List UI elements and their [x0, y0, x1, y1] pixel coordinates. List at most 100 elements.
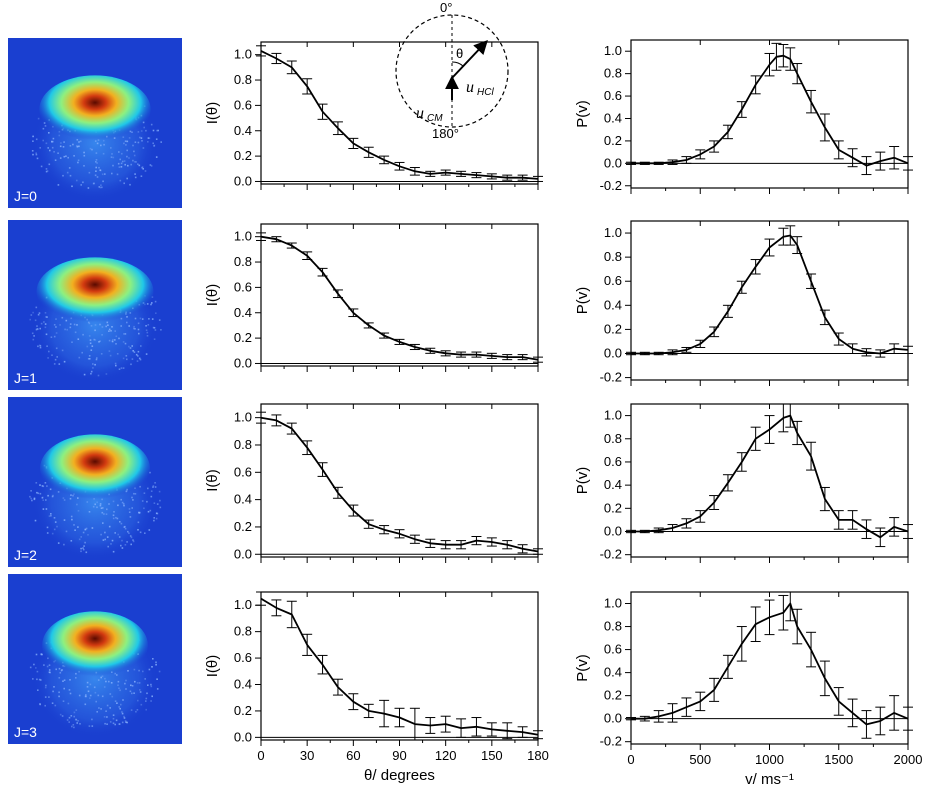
image-speckle [63, 679, 66, 681]
image-speckle [124, 333, 127, 335]
image-speckle [153, 144, 156, 147]
x-tick-label: 60 [346, 748, 360, 763]
image-speckle [103, 686, 106, 688]
image-speckle [91, 725, 94, 727]
image-speckle [94, 363, 96, 366]
image-speckle [118, 706, 120, 708]
image-speckle [53, 686, 55, 688]
image-speckle [123, 526, 126, 528]
image-speckle [137, 529, 139, 531]
image-speckle [70, 715, 73, 717]
y-tick-label: 0.6 [234, 464, 252, 479]
image-speckle [133, 351, 136, 353]
image-speckle [152, 326, 155, 329]
image-speckle [45, 499, 47, 501]
image-speckle [46, 316, 48, 318]
data-series-line [631, 234, 909, 355]
image-speckle [118, 687, 120, 690]
image-speckle [78, 141, 80, 144]
image-speckle [68, 689, 71, 691]
image-speckle [40, 322, 43, 325]
image-speckle [58, 134, 61, 137]
y-tick-label: 0.8 [604, 249, 622, 264]
image-speckle [93, 686, 96, 689]
image-speckle [59, 157, 62, 159]
image-speckle [119, 707, 121, 710]
image-speckle [121, 712, 124, 715]
image-speckle [69, 145, 72, 147]
y-tick-label: 0.8 [234, 72, 252, 87]
image-speckle [152, 486, 154, 488]
y-tick-label: 0.8 [234, 437, 252, 452]
image-speckle [51, 532, 54, 535]
image-speckle [125, 679, 127, 682]
image-speckle [68, 716, 71, 719]
y-tick-label: 0.2 [604, 321, 622, 336]
y-tick-label: 0.8 [604, 431, 622, 446]
image-speckle [129, 535, 132, 537]
image-speckle [35, 653, 38, 656]
image-speckle [136, 682, 139, 684]
image-speckle [112, 500, 115, 503]
image-speckle [45, 508, 48, 510]
inset-top-label: 0° [440, 0, 452, 15]
image-speckle [96, 711, 98, 713]
image-speckle [150, 123, 153, 126]
image-speckle [39, 346, 42, 349]
image-speckle [101, 186, 103, 189]
image-speckle [147, 324, 150, 326]
y-tick-label: 0.6 [604, 454, 622, 469]
image-speckle [159, 499, 161, 502]
image-speckle [35, 153, 38, 156]
image-speckle [117, 684, 119, 686]
image-speckle [95, 358, 98, 361]
image-speckle [82, 547, 84, 549]
image-speckle [56, 525, 58, 528]
image-speckle [156, 503, 159, 505]
image-speckle [83, 545, 85, 547]
image-speckle [103, 143, 105, 146]
y-axis-label: P(v) [574, 287, 591, 315]
image-speckle [80, 547, 82, 550]
y-axis-label: I(θ) [204, 284, 221, 307]
image-speckle [114, 700, 117, 702]
image-speckle [133, 154, 136, 157]
image-speckle [125, 355, 128, 357]
image-speckle [123, 717, 126, 719]
image-speckle [52, 140, 54, 143]
image-speckle [63, 543, 65, 546]
image-speckle [148, 137, 151, 139]
image-speckle [54, 704, 57, 707]
image-speckle [110, 156, 113, 158]
x-tick-label: 0 [257, 748, 264, 763]
image-speckle [130, 163, 132, 166]
image-speckle [82, 531, 85, 534]
image-speckle [73, 524, 75, 526]
image-speckle [30, 490, 32, 492]
image-speckle [71, 341, 73, 343]
y-tick-label: 0.4 [234, 123, 252, 138]
image-speckle [119, 723, 121, 725]
j-label: J=1 [14, 370, 37, 386]
image-speckle [90, 349, 93, 351]
image-speckle [87, 187, 90, 189]
image-speckle [106, 716, 108, 718]
image-speckle [85, 527, 88, 530]
image-speckle [63, 141, 65, 143]
image-speckle [102, 180, 104, 183]
image-speckle [128, 137, 131, 139]
image-speckle [138, 511, 140, 514]
image-speckle [89, 342, 92, 345]
image-speckle [37, 689, 39, 691]
image-speckle [52, 494, 54, 497]
y-tick-label: 0.0 [234, 173, 252, 188]
image-speckle [139, 358, 142, 361]
image-speckle [156, 678, 158, 680]
image-speckle [69, 679, 71, 681]
image-speckle [70, 515, 73, 518]
j-label: J=3 [14, 724, 37, 740]
image-speckle [117, 680, 120, 683]
image-speckle [115, 364, 117, 367]
image-speckle [115, 343, 117, 345]
